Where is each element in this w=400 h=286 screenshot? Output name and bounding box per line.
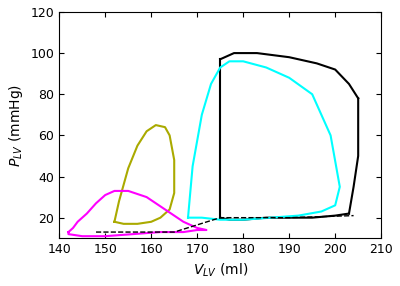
Y-axis label: $P_{LV}$ (mmHg): $P_{LV}$ (mmHg) — [7, 84, 25, 167]
X-axis label: $V_{LV}$ (ml): $V_{LV}$ (ml) — [192, 262, 248, 279]
